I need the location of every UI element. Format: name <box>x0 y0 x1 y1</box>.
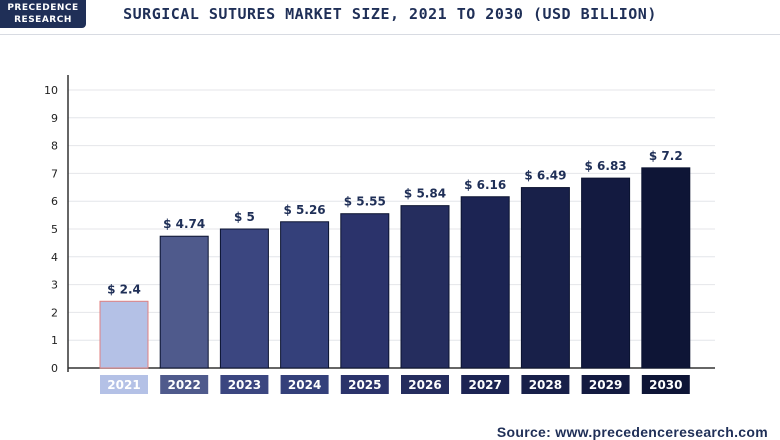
category-label-box <box>641 375 690 394</box>
y-tick-label: 3 <box>51 279 58 292</box>
x-tick-label: 2028 <box>529 378 562 392</box>
x-tick-label: 2022 <box>167 378 200 392</box>
data-label: $ 5.26 <box>284 203 326 217</box>
category-label-box <box>220 375 269 394</box>
precedence-research-logo: PRECEDENCE RESEARCH <box>0 0 86 28</box>
data-label: $ 6.49 <box>524 169 566 183</box>
bar <box>280 221 330 369</box>
bar <box>400 205 450 369</box>
source-text: Source: www.precedenceresearch.com <box>496 424 768 440</box>
bar <box>340 213 390 369</box>
y-tick-label: 1 <box>51 334 58 347</box>
y-tick-label: 7 <box>51 167 58 180</box>
category-label-box <box>521 375 570 394</box>
bar <box>520 187 570 369</box>
category-label-box <box>100 375 148 394</box>
bar <box>460 196 510 369</box>
logo-line1: PRECEDENCE <box>7 3 79 13</box>
y-tick-label: 4 <box>51 251 58 264</box>
bar <box>99 300 149 369</box>
data-label: $ 5.55 <box>344 195 386 209</box>
y-tick-label: 5 <box>51 223 58 236</box>
data-label: $ 4.74 <box>163 217 205 231</box>
y-tick-label: 9 <box>51 112 58 125</box>
x-tick-label: 2026 <box>408 378 441 392</box>
x-tick-label: 2023 <box>228 378 261 392</box>
chart-title: SURGICAL SUTURES MARKET SIZE, 2021 TO 20… <box>123 5 657 23</box>
y-tick-label: 0 <box>51 362 58 375</box>
bar <box>641 167 691 369</box>
data-label: $ 5 <box>234 210 255 224</box>
x-tick-label: 2025 <box>348 378 381 392</box>
category-label-box <box>461 375 510 394</box>
y-tick-label: 8 <box>51 140 58 153</box>
data-label: $ 2.4 <box>107 282 141 296</box>
category-label-box <box>401 375 449 394</box>
logo-line2: RESEARCH <box>14 15 72 25</box>
x-tick-label: 2030 <box>649 378 682 392</box>
x-tick-label: 2024 <box>288 378 321 392</box>
y-tick-label: 10 <box>44 84 58 97</box>
x-tick-label: 2029 <box>589 378 622 392</box>
y-tick-label: 6 <box>51 195 58 208</box>
bar <box>159 235 209 369</box>
x-tick-label: 2027 <box>468 378 501 392</box>
data-label: $ 6.16 <box>464 178 506 192</box>
category-label-box <box>340 375 389 394</box>
category-label-box <box>280 375 329 394</box>
header: PRECEDENCE RESEARCH SURGICAL SUTURES MAR… <box>0 0 780 35</box>
data-label: $ 7.2 <box>649 149 683 163</box>
data-label: $ 5.84 <box>404 187 446 201</box>
bar <box>219 228 269 369</box>
category-label-box <box>160 375 209 394</box>
y-tick-label: 2 <box>51 306 58 319</box>
data-label: $ 6.83 <box>585 159 627 173</box>
category-label-box <box>581 375 630 394</box>
bar <box>581 177 631 369</box>
x-tick-label: 2021 <box>107 378 140 392</box>
